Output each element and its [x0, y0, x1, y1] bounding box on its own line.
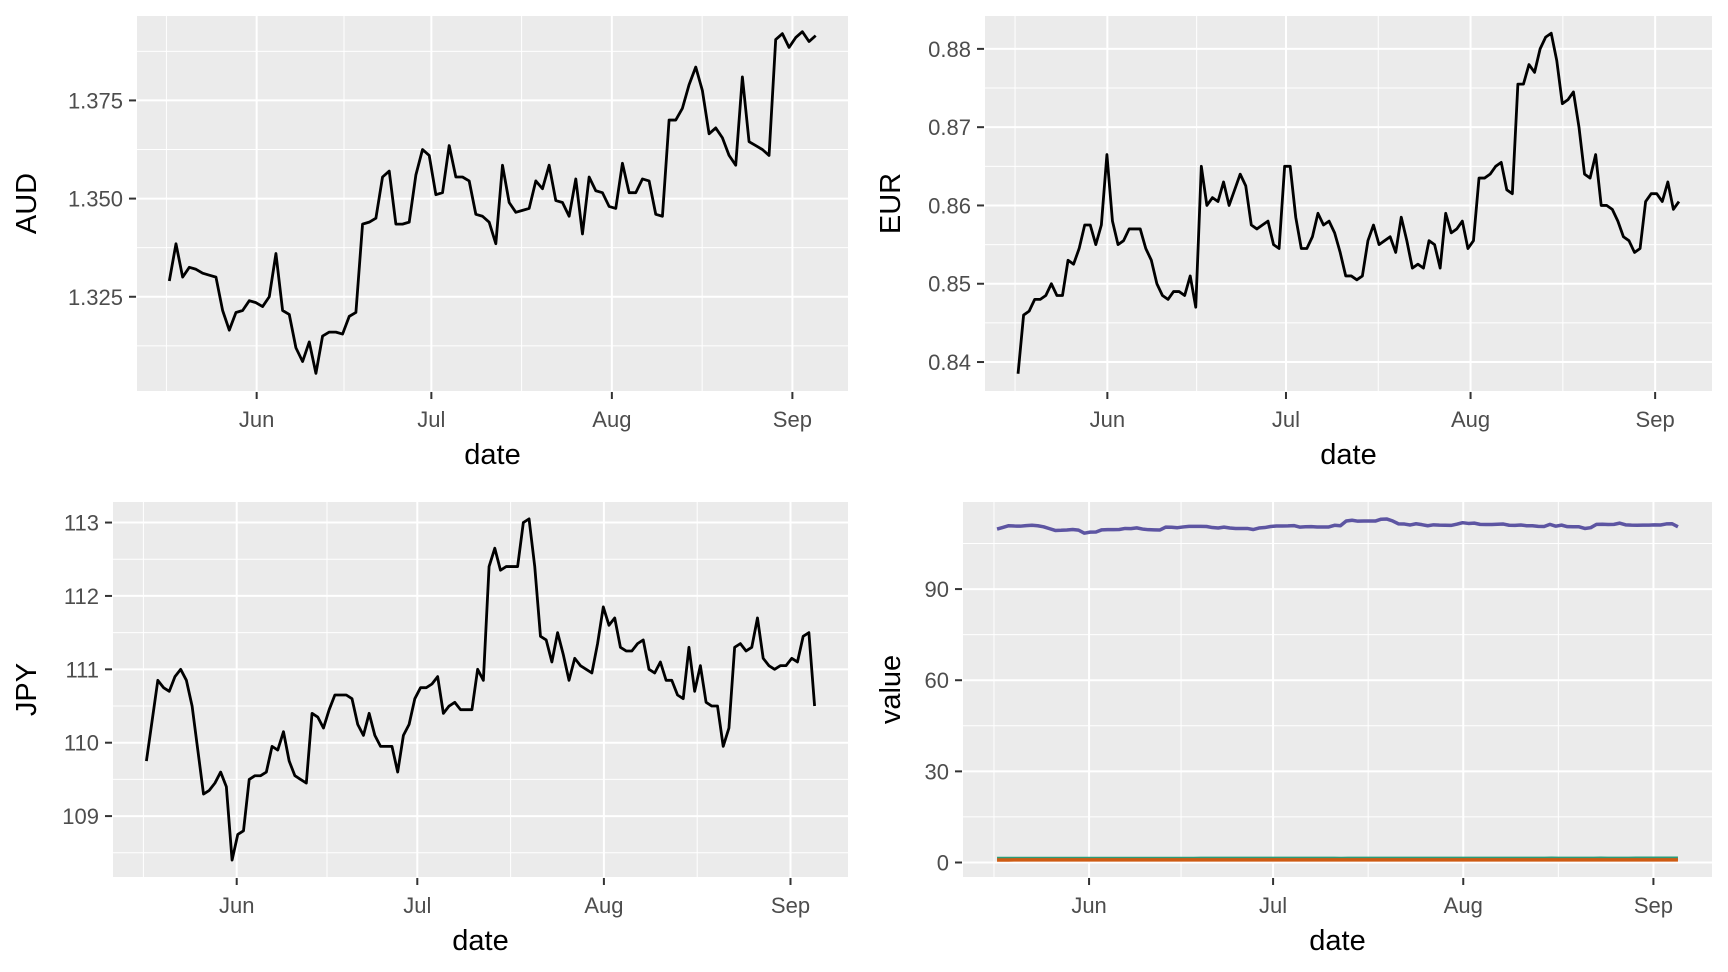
y-tick-label: 1.350: [68, 187, 123, 212]
eur-plot-svg: 0.84 0.85 0.86 0.87 0.88 Jun Jul Aug Sep date EUR: [875, 16, 1712, 471]
x-tick-label: Jun: [219, 893, 254, 918]
x-tick-label: Jul: [1272, 407, 1300, 432]
y-tick-label: 111: [66, 657, 99, 682]
panel-background: [985, 16, 1712, 391]
y-tick-label: 1.325: [68, 285, 123, 310]
y-tick-label: 90: [925, 577, 949, 602]
x-tick-label: Aug: [1451, 407, 1490, 432]
y-tick-label: 109: [62, 804, 99, 829]
y-tick-label: 0: [937, 851, 949, 876]
y-tick-label: 0.84: [928, 350, 971, 375]
y-axis-title: JPY: [11, 663, 43, 716]
y-tick-label: 30: [925, 759, 949, 784]
y-tick-label: 60: [925, 668, 949, 693]
x-tick-label: Jun: [239, 407, 274, 432]
jpy-plot-svg: 109 110 111 112 113 Jun Jul Aug Sep date JPY: [11, 502, 848, 957]
x-tick-label: Jul: [417, 407, 445, 432]
y-tick-label: 1.375: [68, 88, 123, 113]
x-axis-title: date: [452, 925, 508, 957]
x-tick-label: Jun: [1071, 893, 1106, 918]
x-tick-label: Aug: [1444, 893, 1483, 918]
x-tick-label: Jun: [1090, 407, 1125, 432]
x-tick-label: Jul: [1259, 893, 1287, 918]
chart-eur: 0.84 0.85 0.86 0.87 0.88 Jun Jul Aug Sep date EUR: [864, 0, 1728, 486]
panel-background: [137, 16, 848, 391]
value-plot-svg: 0 30 60 90 Jun Jul Aug Sep date value: [875, 502, 1712, 957]
series-line-jpy: [996, 517, 1679, 535]
x-tick-label: Sep: [771, 893, 810, 918]
x-axis-title: date: [1309, 925, 1365, 957]
y-axis-title: AUD: [11, 173, 43, 234]
panel-background: [113, 502, 848, 877]
series-line-aud: [167, 30, 817, 375]
y-tick-label: 113: [64, 511, 99, 536]
chart-aud: 1.325 1.350 1.375 Jun Jul Aug Sep date AUD: [0, 0, 864, 486]
panel-background: [963, 502, 1712, 877]
x-tick-label: Aug: [584, 893, 623, 918]
x-tick-label: Sep: [773, 407, 812, 432]
x-tick-label: Jul: [403, 893, 431, 918]
x-tick-label: Sep: [1636, 407, 1675, 432]
y-tick-label: 0.87: [928, 115, 971, 140]
x-axis-title: date: [464, 439, 520, 471]
y-tick-label: 110: [64, 731, 99, 756]
x-axis-title: date: [1320, 439, 1376, 471]
chart-value: 0 30 60 90 Jun Jul Aug Sep date value: [864, 486, 1728, 972]
aud-plot-svg: 1.325 1.350 1.375 Jun Jul Aug Sep date AUD: [11, 16, 848, 471]
series-line-eur: [1016, 31, 1681, 374]
y-tick-label: 0.85: [928, 272, 971, 297]
chart-jpy: 109 110 111 112 113 Jun Jul Aug Sep date JPY: [0, 486, 864, 972]
x-tick-label: Aug: [592, 407, 631, 432]
y-axis-title: value: [875, 655, 907, 724]
series-line-jpy: [145, 517, 816, 862]
x-tick-label: Sep: [1634, 893, 1673, 918]
y-tick-label: 0.88: [928, 37, 971, 62]
y-tick-label: 112: [64, 584, 99, 609]
y-tick-label: 0.86: [928, 193, 971, 218]
y-axis-title: EUR: [875, 173, 907, 234]
